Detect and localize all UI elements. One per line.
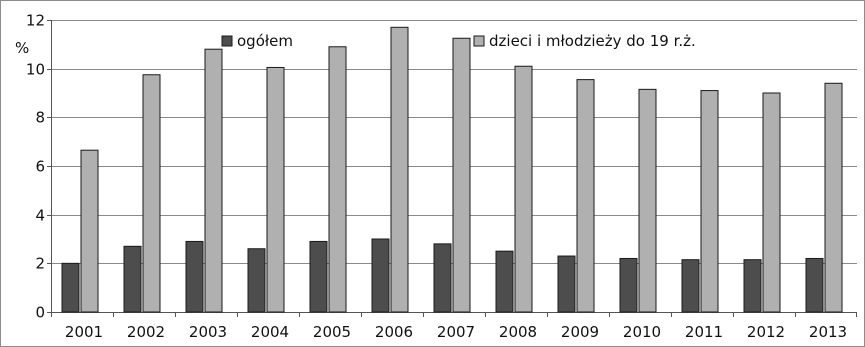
bar-ogolem <box>805 257 824 313</box>
bar-ogolem <box>61 262 80 313</box>
bar-ogolem <box>619 257 638 313</box>
bar-dzieci <box>762 92 781 313</box>
bar-dzieci <box>390 26 409 313</box>
x-tick-label: 2012 <box>747 323 785 341</box>
y-tick-label: 10 <box>26 61 45 79</box>
x-tick-label: 2011 <box>685 323 723 341</box>
bar-dzieci <box>700 90 719 313</box>
x-tick-label: 2008 <box>499 323 537 341</box>
bar-dzieci <box>576 79 595 313</box>
y-tick-label: 6 <box>35 158 45 176</box>
bar-dzieci <box>824 82 843 313</box>
x-tick-label: 2007 <box>437 323 475 341</box>
y-tick-label: 8 <box>35 109 45 127</box>
bar-dzieci <box>328 46 347 313</box>
bar-dzieci <box>452 37 471 313</box>
bar-ogolem <box>433 243 452 313</box>
bar-ogolem <box>371 238 390 313</box>
legend-swatch <box>473 35 485 47</box>
y-tick-label: 4 <box>35 207 45 225</box>
bar-dzieci <box>80 149 99 313</box>
y-tick-label: 12 <box>26 12 45 30</box>
bar-ogolem <box>185 240 204 313</box>
legend-label: ogółem <box>237 32 293 50</box>
x-tick-label: 2013 <box>809 323 847 341</box>
legend-label: dzieci i młodzieży do 19 r.ż. <box>489 32 696 50</box>
x-tick-label: 2002 <box>127 323 165 341</box>
x-tick-label: 2010 <box>623 323 661 341</box>
bar-dzieci <box>638 88 657 313</box>
bar-dzieci <box>514 65 533 313</box>
legend-swatch <box>221 35 233 47</box>
bar-ogolem <box>557 255 576 313</box>
x-tick-label: 2006 <box>375 323 413 341</box>
x-tick-label: 2003 <box>189 323 227 341</box>
bar-ogolem <box>247 248 266 313</box>
bar-dzieci <box>204 48 223 313</box>
x-tick-label: 2005 <box>313 323 351 341</box>
y-tick-label: 0 <box>35 304 45 322</box>
x-tick-label: 2009 <box>561 323 599 341</box>
bar-ogolem <box>309 240 328 313</box>
x-tick-label: 2004 <box>251 323 289 341</box>
y-unit-label: % <box>15 39 29 57</box>
x-tick-label: 2001 <box>65 323 103 341</box>
bar-dzieci <box>142 74 161 313</box>
bar-ogolem <box>743 259 762 313</box>
bar-ogolem <box>123 245 142 313</box>
bar-dzieci <box>266 66 285 313</box>
bar-ogolem <box>495 250 514 313</box>
y-tick-label: 2 <box>35 255 45 273</box>
bar-ogolem <box>681 259 700 313</box>
